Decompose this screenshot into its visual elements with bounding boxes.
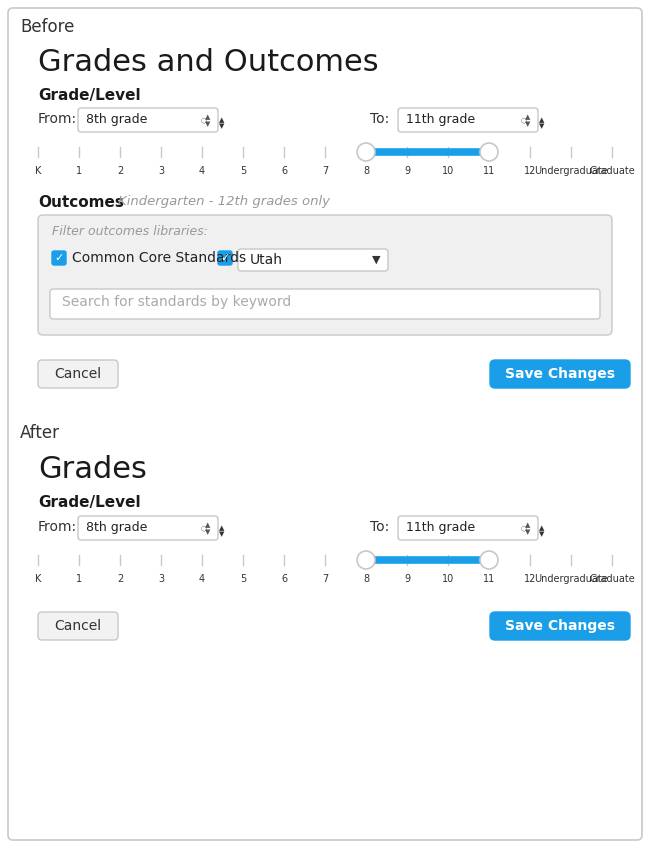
Text: 11th grade: 11th grade	[406, 114, 475, 126]
Text: 1: 1	[76, 574, 82, 584]
Text: 12: 12	[524, 166, 536, 176]
Text: 7: 7	[322, 574, 328, 584]
Text: To:: To:	[370, 520, 389, 534]
FancyBboxPatch shape	[38, 360, 118, 388]
Text: 10: 10	[442, 574, 454, 584]
Text: ✓: ✓	[55, 253, 64, 263]
Text: Cancel: Cancel	[55, 367, 101, 381]
FancyBboxPatch shape	[490, 360, 630, 388]
Circle shape	[357, 143, 375, 161]
Text: 3: 3	[158, 166, 164, 176]
Text: Graduate: Graduate	[589, 166, 635, 176]
Text: 9: 9	[404, 166, 410, 176]
Text: Search for standards by keyword: Search for standards by keyword	[62, 295, 291, 309]
Text: Undergraduate: Undergraduate	[534, 166, 608, 176]
FancyBboxPatch shape	[38, 215, 612, 335]
Text: K: K	[35, 574, 41, 584]
FancyBboxPatch shape	[218, 251, 232, 265]
Text: ✓: ✓	[220, 253, 229, 263]
Circle shape	[357, 551, 375, 569]
Text: ▲: ▲	[525, 522, 530, 528]
Text: 8: 8	[363, 166, 369, 176]
Text: ▼: ▼	[540, 531, 545, 537]
Text: ⬡: ⬡	[201, 117, 207, 123]
Text: 4: 4	[199, 166, 205, 176]
Text: K: K	[35, 166, 41, 176]
Text: After: After	[20, 424, 60, 442]
FancyBboxPatch shape	[50, 289, 600, 319]
Text: ▲: ▲	[205, 114, 211, 120]
Text: Utah: Utah	[250, 253, 283, 267]
Text: Undergraduate: Undergraduate	[534, 574, 608, 584]
Text: From:: From:	[38, 112, 77, 126]
FancyBboxPatch shape	[8, 8, 642, 840]
Text: From:: From:	[38, 520, 77, 534]
Text: ▼: ▼	[372, 255, 380, 265]
Text: 11: 11	[483, 166, 495, 176]
Text: ▼: ▼	[540, 123, 545, 129]
FancyBboxPatch shape	[38, 612, 118, 640]
Text: ▼: ▼	[205, 529, 211, 535]
Text: ▼: ▼	[525, 529, 530, 535]
Text: Cancel: Cancel	[55, 619, 101, 633]
Text: Common Core Standards: Common Core Standards	[72, 251, 246, 265]
Text: 8th grade: 8th grade	[86, 114, 148, 126]
Text: 1: 1	[76, 166, 82, 176]
Text: ▲: ▲	[540, 117, 545, 123]
Text: 2: 2	[117, 574, 123, 584]
Text: 6: 6	[281, 166, 287, 176]
Text: Filter outcomes libraries:: Filter outcomes libraries:	[52, 225, 208, 238]
FancyBboxPatch shape	[52, 251, 66, 265]
FancyBboxPatch shape	[78, 108, 218, 132]
Text: To:: To:	[370, 112, 389, 126]
Text: ▼: ▼	[219, 123, 225, 129]
Text: 11: 11	[483, 574, 495, 584]
Circle shape	[480, 551, 498, 569]
Text: ▲: ▲	[525, 114, 530, 120]
Text: 8: 8	[363, 574, 369, 584]
Text: Grade/Level: Grade/Level	[38, 495, 140, 510]
Text: ▲: ▲	[219, 525, 225, 531]
FancyBboxPatch shape	[398, 108, 538, 132]
Text: ▼: ▼	[525, 121, 530, 127]
Text: Before: Before	[20, 18, 74, 36]
Text: Save Changes: Save Changes	[505, 619, 615, 633]
Text: ▲: ▲	[205, 522, 211, 528]
FancyBboxPatch shape	[238, 249, 388, 271]
Text: 5: 5	[240, 166, 246, 176]
Text: 12: 12	[524, 574, 536, 584]
FancyBboxPatch shape	[490, 612, 630, 640]
Circle shape	[480, 143, 498, 161]
Text: 9: 9	[404, 574, 410, 584]
Text: ▼: ▼	[205, 121, 211, 127]
Text: ▲: ▲	[219, 117, 225, 123]
FancyBboxPatch shape	[78, 516, 218, 540]
Text: Grades: Grades	[38, 455, 147, 484]
Text: 6: 6	[281, 574, 287, 584]
Text: Graduate: Graduate	[589, 574, 635, 584]
FancyBboxPatch shape	[398, 516, 538, 540]
Text: Save Changes: Save Changes	[505, 367, 615, 381]
Text: ⬡: ⬡	[521, 525, 527, 531]
Text: 11th grade: 11th grade	[406, 522, 475, 534]
Text: Grade/Level: Grade/Level	[38, 88, 140, 103]
Text: 5: 5	[240, 574, 246, 584]
Text: Kindergarten - 12th grades only: Kindergarten - 12th grades only	[118, 195, 330, 208]
Text: ▼: ▼	[219, 531, 225, 537]
Text: Outcomes: Outcomes	[38, 195, 124, 210]
Text: Grades and Outcomes: Grades and Outcomes	[38, 48, 378, 77]
Text: 4: 4	[199, 574, 205, 584]
Text: ⬡: ⬡	[201, 525, 207, 531]
Text: 3: 3	[158, 574, 164, 584]
Text: 2: 2	[117, 166, 123, 176]
Text: 8th grade: 8th grade	[86, 522, 148, 534]
Text: ⬡: ⬡	[521, 117, 527, 123]
Text: 7: 7	[322, 166, 328, 176]
Text: ▲: ▲	[540, 525, 545, 531]
Text: 10: 10	[442, 166, 454, 176]
